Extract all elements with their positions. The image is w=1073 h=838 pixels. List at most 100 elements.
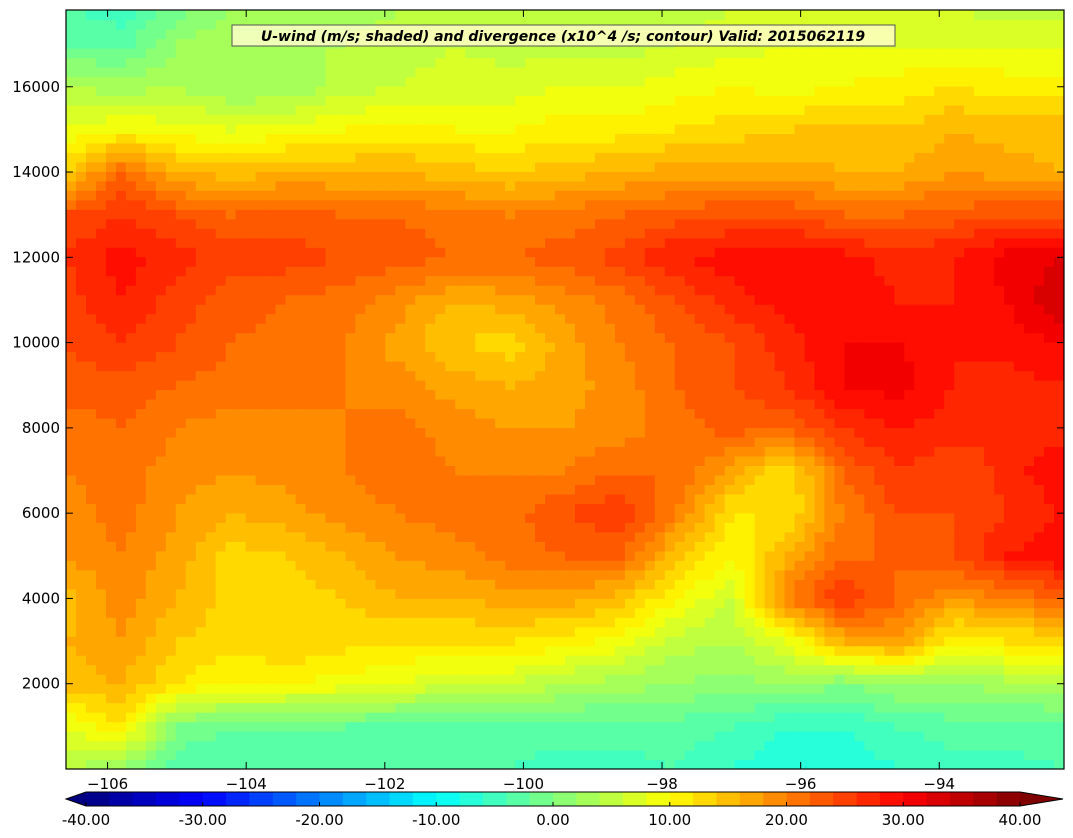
heatmap-cell: [115, 436, 127, 448]
heatmap-cell: [694, 323, 706, 334]
heatmap-cell: [365, 636, 376, 647]
heatmap-cell: [814, 522, 826, 533]
heatmap-cell: [954, 436, 965, 448]
heatmap-cell: [115, 493, 127, 504]
heatmap-cell: [914, 664, 925, 675]
heatmap-cell: [764, 759, 776, 769]
heatmap-cell: [375, 427, 386, 438]
heatmap-cell: [165, 683, 177, 694]
heatmap-cell: [75, 436, 87, 448]
heatmap-cell: [105, 731, 117, 742]
heatmap-cell: [624, 370, 636, 381]
heatmap-cell: [774, 655, 786, 666]
heatmap-cell: [205, 626, 217, 637]
heatmap-cell: [1004, 569, 1015, 580]
heatmap-cell: [584, 455, 596, 466]
heatmap-cell: [1004, 740, 1015, 751]
heatmap-cell: [255, 541, 267, 552]
heatmap-cell: [714, 693, 726, 704]
heatmap-cell: [904, 550, 915, 561]
heatmap-cell: [944, 446, 955, 457]
heatmap-cell: [854, 588, 865, 599]
heatmap-cell: [604, 304, 616, 315]
heatmap-cell: [415, 560, 426, 571]
heatmap-cell: [754, 683, 766, 694]
heatmap-cell: [115, 721, 127, 732]
heatmap-cell: [395, 531, 406, 542]
heatmap-cell: [335, 607, 347, 618]
heatmap-cell: [894, 323, 905, 334]
heatmap-cell: [315, 455, 327, 466]
heatmap-cell: [1014, 645, 1025, 656]
heatmap-cell: [764, 655, 776, 666]
heatmap-cell: [784, 579, 796, 590]
heatmap-cell: [644, 560, 656, 571]
heatmap-cell: [305, 380, 317, 391]
heatmap-cell: [1034, 370, 1045, 381]
heatmap-cell: [1054, 759, 1064, 769]
heatmap-cell: [1014, 607, 1025, 618]
heatmap-cell: [814, 474, 826, 485]
heatmap-cell: [445, 674, 456, 685]
heatmap-cell: [145, 512, 157, 523]
heatmap-cell: [754, 474, 766, 485]
heatmap-cell: [215, 702, 227, 713]
heatmap-cell: [714, 598, 726, 609]
heatmap-cell: [365, 731, 376, 742]
heatmap-cell: [844, 512, 856, 523]
heatmap-cell: [1044, 351, 1055, 362]
heatmap-cell: [784, 503, 796, 514]
heatmap-cell: [355, 560, 366, 571]
heatmap-cell: [854, 731, 865, 742]
heatmap-cell: [435, 626, 446, 637]
heatmap-cell: [125, 361, 137, 372]
heatmap-cell: [914, 721, 925, 732]
heatmap-cell: [784, 351, 796, 362]
heatmap-cell: [704, 560, 716, 571]
heatmap-cell: [714, 304, 726, 315]
heatmap-cell: [315, 503, 327, 514]
heatmap-cell: [75, 626, 87, 637]
heatmap-cell: [864, 683, 875, 694]
heatmap-cell: [674, 398, 686, 410]
heatmap-cell: [535, 522, 546, 533]
heatmap-cell: [644, 493, 656, 504]
heatmap-cell: [565, 493, 576, 504]
heatmap-cell: [255, 512, 267, 523]
heatmap-cell: [295, 455, 307, 466]
heatmap-cell: [385, 427, 396, 438]
heatmap-cell: [225, 702, 237, 713]
heatmap-cell: [405, 493, 416, 504]
heatmap-cell: [604, 484, 616, 495]
heatmap-cell: [854, 436, 865, 448]
heatmap-cell: [395, 731, 406, 742]
heatmap-cell: [305, 370, 317, 381]
heatmap-cell: [974, 664, 985, 675]
heatmap-cell: [1014, 655, 1025, 666]
heatmap-cell: [814, 579, 826, 590]
heatmap-cell: [744, 560, 756, 571]
heatmap-cell: [395, 693, 406, 704]
heatmap-cell: [964, 389, 975, 400]
heatmap-cell: [195, 674, 207, 685]
heatmap-cell: [295, 294, 307, 305]
heatmap-cell: [75, 332, 87, 343]
heatmap-cell: [195, 731, 207, 742]
heatmap-cell: [565, 645, 576, 656]
heatmap-cell: [1014, 617, 1025, 628]
heatmap-cell: [794, 674, 806, 685]
heatmap-cell: [485, 465, 496, 476]
heatmap-cell: [624, 531, 636, 542]
heatmap-cell: [974, 721, 985, 732]
heatmap-cell: [455, 655, 466, 666]
heatmap-cell: [1014, 417, 1025, 429]
heatmap-cell: [335, 617, 347, 628]
heatmap-cell: [435, 721, 446, 732]
heatmap-cell: [754, 294, 766, 305]
heatmap-cell: [495, 304, 506, 315]
heatmap-cell: [884, 512, 895, 523]
heatmap-cell: [475, 323, 486, 334]
heatmap-cell: [85, 740, 97, 751]
heatmap-cell: [315, 436, 327, 448]
heatmap-cell: [574, 598, 586, 609]
